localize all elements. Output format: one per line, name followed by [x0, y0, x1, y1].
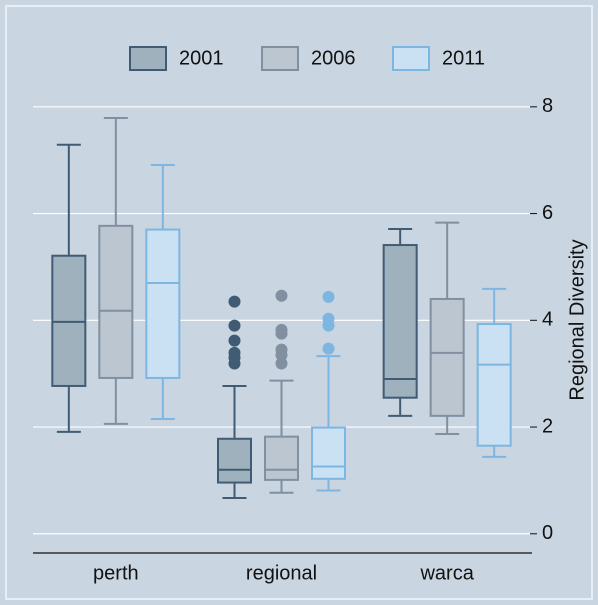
box [217, 437, 252, 484]
y-tick-label: 4 [542, 309, 553, 331]
box [382, 244, 418, 399]
outlier [322, 290, 335, 303]
y-axis-label: Regional Diversity [566, 239, 588, 400]
y-tick-label: 0 [542, 522, 553, 544]
outlier [275, 327, 288, 340]
outlier [228, 357, 241, 370]
box [264, 435, 299, 481]
legend-label: 2001 [179, 47, 224, 69]
x-tick-label: regional [246, 562, 317, 584]
box [429, 297, 465, 417]
outlier [322, 342, 335, 355]
box [145, 228, 181, 379]
box [311, 426, 346, 480]
y-tick-label: 2 [542, 415, 553, 437]
outlier [275, 289, 288, 302]
outlier [275, 357, 288, 370]
panel-border [5, 5, 593, 600]
legend-swatch [392, 46, 430, 71]
outlier [228, 334, 241, 347]
box [98, 224, 134, 379]
x-tick-label: warca [419, 562, 474, 584]
outlier [322, 319, 335, 332]
legend-swatch [129, 46, 167, 71]
legend-swatch [261, 46, 299, 71]
legend-label: 2011 [442, 47, 485, 69]
x-tick-label: perth [93, 562, 139, 584]
y-tick-label: 8 [542, 95, 553, 117]
legend-label: 2006 [311, 47, 356, 69]
box [476, 323, 512, 447]
outlier [275, 348, 288, 361]
outlier [228, 319, 241, 332]
box [51, 254, 87, 387]
y-tick-label: 6 [542, 202, 553, 224]
outlier [228, 295, 241, 308]
